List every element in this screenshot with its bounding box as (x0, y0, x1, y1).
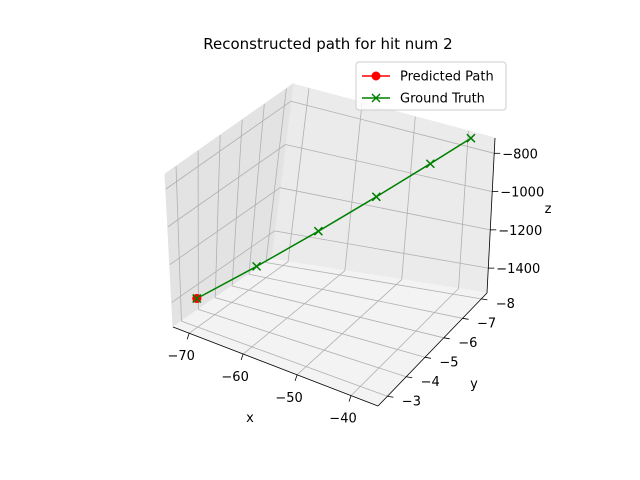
legend: Predicted Path Ground Truth (355, 61, 507, 111)
legend-label-ground-truth: Ground Truth (400, 92, 485, 107)
x-tick-label: −50 (275, 391, 302, 406)
back-pane (270, 83, 496, 294)
x-tick-label: −40 (329, 412, 356, 427)
y-tick-label: −8 (496, 297, 515, 312)
legend-label-predicted: Predicted Path (400, 70, 494, 85)
ground-truth-point (466, 133, 476, 143)
y-tick (406, 376, 413, 379)
x-axis-line (172, 326, 379, 407)
series-layer (192, 133, 476, 304)
y-tick-label: −7 (477, 316, 496, 331)
ground-truth-point (252, 261, 262, 271)
z-gridline-side (165, 100, 292, 190)
x-gridline-back (401, 116, 416, 280)
ground-truth-line (196, 137, 472, 300)
y-gridline-side (175, 166, 182, 322)
z-tick-label: −1000 (500, 186, 544, 201)
y-axis-label: y (470, 377, 478, 392)
z-gridline-side (171, 230, 275, 303)
y-gridline-floor (181, 320, 388, 397)
y-gridline-floor (265, 262, 482, 300)
x-tick (186, 333, 190, 340)
y-gridline-side (265, 88, 287, 263)
x-tick-label: −60 (221, 370, 248, 385)
x-gridline-floor (296, 279, 403, 376)
x-gridline-floor (188, 261, 289, 334)
x-gridline-back (458, 130, 469, 289)
z-gridline-side (169, 187, 281, 265)
z-tick-label: −800 (502, 147, 538, 162)
z-gridline-back (279, 187, 491, 231)
ground-truth-point-stroke (313, 226, 323, 236)
ground-truth-point-stroke (466, 133, 476, 143)
y-gridline-floor (232, 285, 444, 339)
ground-truth-point (313, 226, 323, 236)
ground-truth-point (371, 192, 381, 202)
x-tick (348, 395, 352, 402)
y-tick-label: −3 (402, 394, 421, 409)
y-tick-label: −4 (421, 375, 440, 390)
chart-title: Reconstructed path for hit num 2 (203, 35, 452, 53)
z-tick-label: −1200 (498, 224, 542, 239)
z-axis-line (486, 137, 496, 294)
y-tick-label: −6 (458, 336, 477, 351)
y-gridline-side (214, 135, 221, 298)
legend-marker-predicted (371, 71, 381, 81)
y-tick (462, 317, 469, 320)
z-tick-label: −1400 (496, 262, 540, 277)
y-tick (424, 356, 432, 359)
x-tick-label: −70 (167, 349, 194, 364)
ground-truth-point-stroke (371, 192, 381, 202)
y-gridline-side (231, 119, 243, 286)
z-gridline-back (285, 144, 493, 192)
ground-truth-point-stroke (252, 261, 262, 271)
ground-truth-point-stroke (425, 159, 435, 169)
ground-truth-point (425, 159, 435, 169)
x-gridline-floor (242, 270, 346, 355)
x-axis-label: x (246, 411, 254, 426)
y-axis-line (377, 292, 488, 407)
legend-frame (355, 61, 507, 111)
z-gridline-side (167, 144, 286, 228)
gridlines (165, 88, 495, 397)
legend-x-marker-stroke (371, 93, 381, 103)
y-tick (481, 298, 488, 301)
axes: −70 −60 −50 −40 −8−7−6−5 −4−3 −1400 −1200 −1000 −… (167, 137, 544, 427)
y-tick (387, 395, 394, 398)
ground-truth-point-top-stroke (192, 293, 202, 304)
ground-truth-point-top (192, 293, 202, 304)
y-gridline-floor (215, 297, 426, 358)
x-gridline-back (344, 102, 363, 271)
x-tick (294, 374, 298, 381)
y-gridline-floor (198, 309, 407, 378)
z-gridline-back (274, 230, 489, 269)
x-tick (240, 353, 244, 361)
x-gridline-floor (350, 288, 459, 396)
x-gridline-back (287, 88, 310, 262)
legend-marker-ground-truth (371, 93, 381, 103)
y-gridline-floor (248, 273, 463, 319)
z-axis-label: z (545, 202, 552, 217)
y-tick-label: −5 (439, 355, 458, 370)
legend-x-marker (371, 93, 381, 103)
y-gridline-side (248, 104, 265, 275)
y-tick (443, 337, 450, 340)
